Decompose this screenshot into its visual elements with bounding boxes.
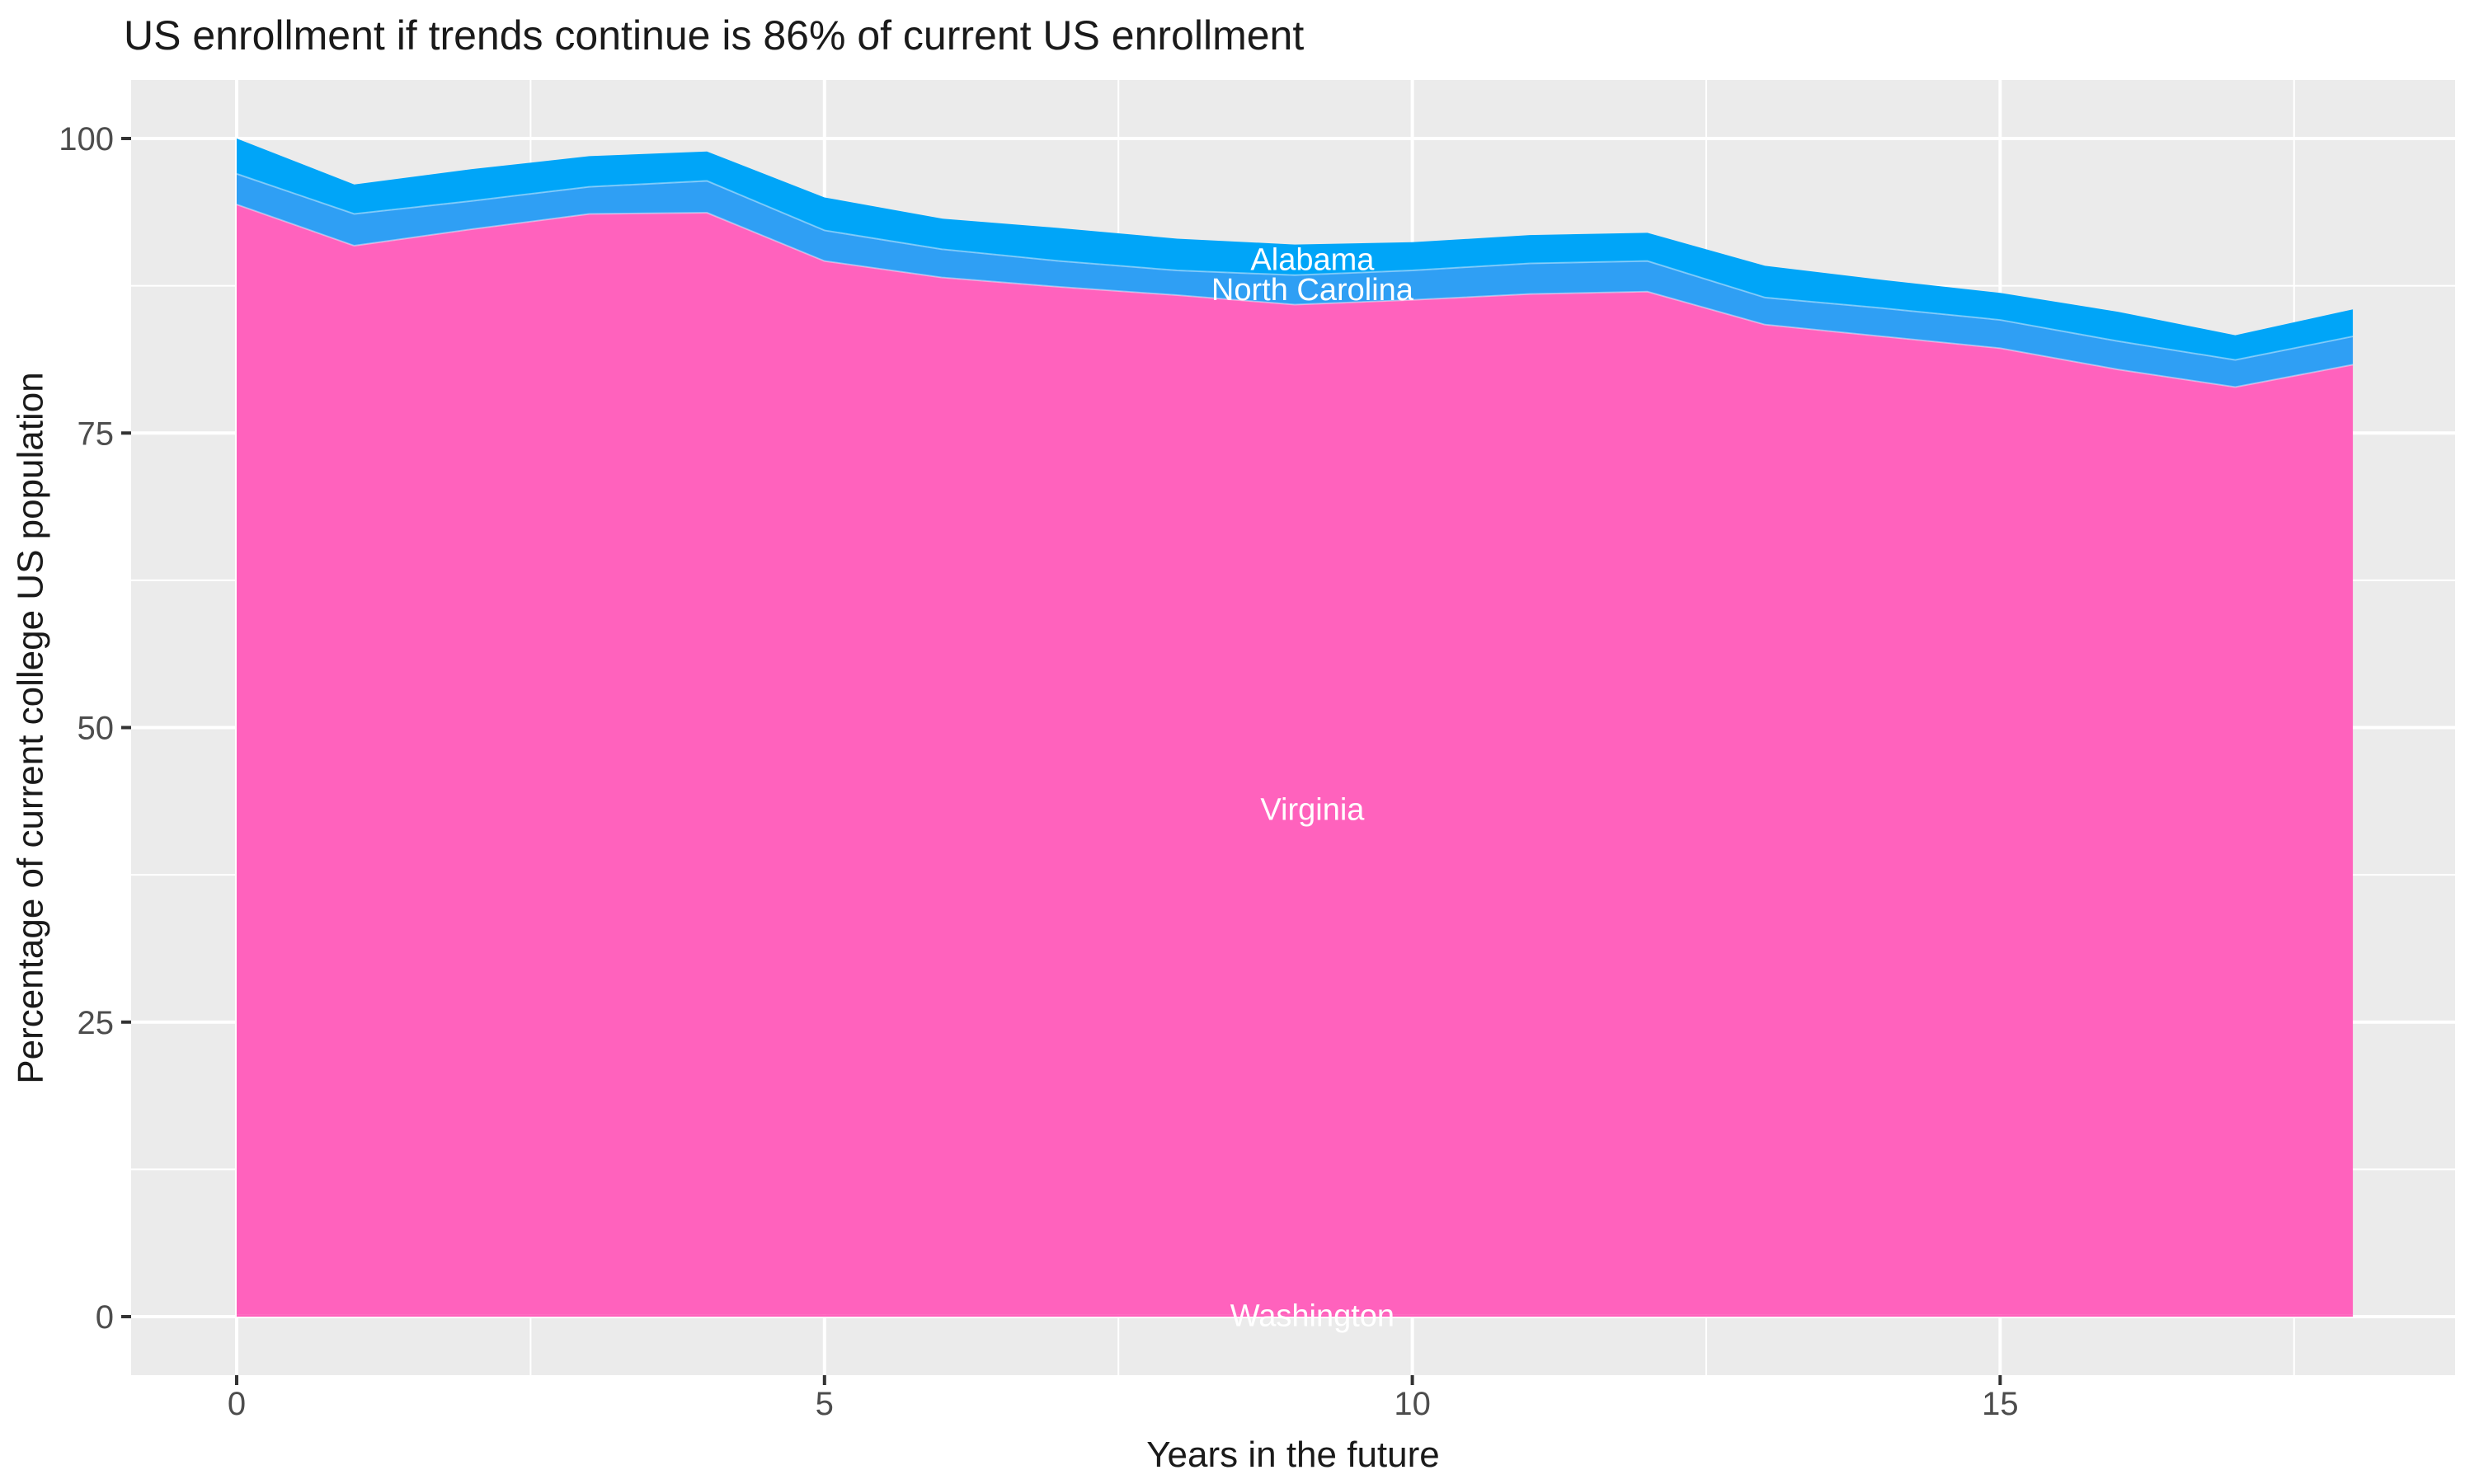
area-north-carolina [237,173,2354,387]
area-washington [237,1314,2354,1317]
plot-title: US enrollment if trends continue is 86% … [124,12,1305,59]
x-tick-label: 10 [1394,1386,1431,1422]
y-tick-label: 25 [78,1005,115,1041]
x-tick-label: 15 [1982,1386,2019,1422]
state-label-virginia: Virginia [1260,792,1365,827]
area-alabama [237,139,2354,360]
x-axis-title: Years in the future [1146,1435,1440,1475]
y-tick-label: 100 [59,121,114,157]
state-label-alabama: Alabama [1250,243,1375,278]
band-boundary-line [236,204,2354,388]
y-tick-label: 0 [96,1299,114,1336]
y-tick-label: 50 [78,711,115,747]
area-virginia [237,204,2354,1315]
state-label-washington: Washington [1230,1299,1395,1334]
band-boundary-line [236,172,2354,361]
x-tick-label: 5 [816,1386,834,1422]
x-tick-label: 0 [228,1386,246,1422]
state-label-north-carolina: North Carolina [1211,273,1414,308]
y-tick-label: 75 [78,416,115,452]
